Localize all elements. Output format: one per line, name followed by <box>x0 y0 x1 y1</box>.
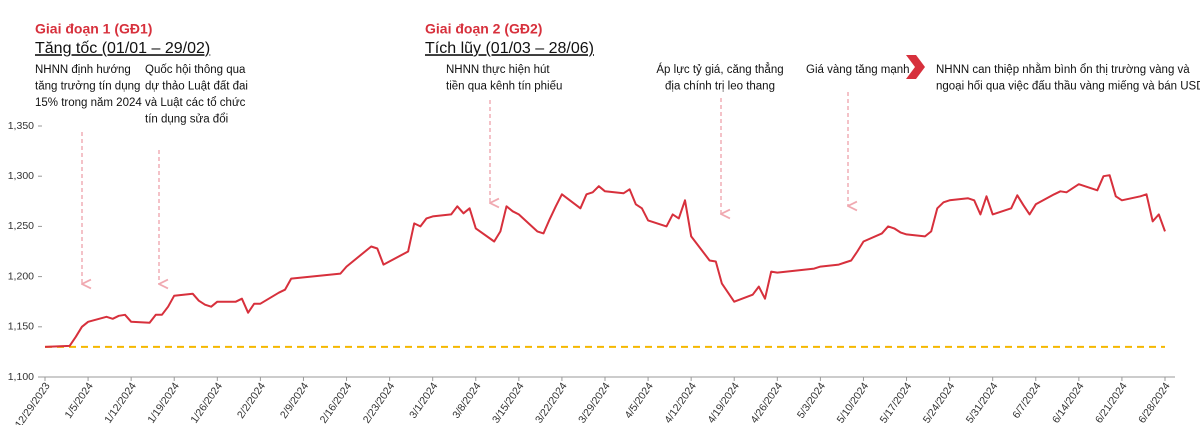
phase-title: Giai đoạn 2 (GĐ2) <box>425 21 542 37</box>
annotation-line: dự thảo Luật đất đai <box>145 81 248 93</box>
y-tick-label: 1,250 <box>8 220 34 232</box>
annotation-line: Quốc hội thông qua <box>145 64 246 76</box>
x-tick-label: 1/12/2024 <box>102 380 139 425</box>
x-tick-label: 2/2/2024 <box>235 380 268 420</box>
annotation-line: NHNN can thiệp nhằm bình ổn thị trường v… <box>936 63 1190 76</box>
x-tick-label: 4/12/2024 <box>662 380 699 425</box>
x-tick-label: 2/16/2024 <box>318 380 355 425</box>
x-tick-label: 5/31/2024 <box>964 380 1001 425</box>
x-tick-label: 1/19/2024 <box>145 380 182 425</box>
x-tick-label: 2/23/2024 <box>361 380 398 425</box>
x-tick-label: 3/8/2024 <box>450 380 483 420</box>
y-tick-label: 1,100 <box>8 371 34 383</box>
annotation-line: tín dụng sửa đổi <box>145 114 228 126</box>
phase-subtitle: Tăng tốc (01/01 – 29/02) <box>35 40 210 57</box>
annotation-line: 15% trong năm 2024 <box>35 97 142 109</box>
x-tick-label: 5/3/2024 <box>795 380 828 420</box>
annotation-line: địa chính trị leo thang <box>665 81 775 93</box>
y-tick-label: 1,350 <box>8 120 34 132</box>
x-tick-label: 3/22/2024 <box>533 380 570 425</box>
annotation-line: Áp lực tỷ giá, căng thẳng <box>656 63 783 76</box>
annotation-line: tăng trưởng tín dụng <box>35 81 140 93</box>
x-tick-label: 5/10/2024 <box>835 380 872 425</box>
x-tick-label: 1/5/2024 <box>63 380 96 420</box>
x-tick-label: 5/24/2024 <box>921 380 958 425</box>
x-tick-label: 4/19/2024 <box>705 380 742 425</box>
x-tick-label: 6/28/2024 <box>1136 380 1173 425</box>
x-tick-label: 1/26/2024 <box>188 380 225 425</box>
x-tick-label: 4/26/2024 <box>748 380 785 425</box>
x-tick-label: 4/5/2024 <box>623 380 656 420</box>
annotation-arrows <box>82 55 925 284</box>
annotation-line: và Luật các tổ chức <box>145 97 246 109</box>
phase-title: Giai đoạn 1 (GĐ1) <box>35 21 152 37</box>
y-tick-label: 1,200 <box>8 270 34 282</box>
x-tick-label: 6/14/2024 <box>1050 380 1087 425</box>
annotation-line: tiền qua kênh tín phiếu <box>446 81 562 93</box>
y-tick-label: 1,150 <box>8 321 34 333</box>
x-tick-label: 6/21/2024 <box>1093 380 1130 425</box>
annotation-line: ngoại hối qua việc đấu thầu vàng miếng v… <box>936 81 1200 93</box>
chevron <box>906 55 925 79</box>
x-tick-label: 12/29/2023 <box>13 380 53 425</box>
annotation-line: Giá vàng tăng mạnh <box>806 64 910 76</box>
annotation-line: NHNN thực hiện hút <box>446 64 550 76</box>
annotation-line: NHNN định hướng <box>35 64 131 76</box>
x-tick-label: 3/15/2024 <box>490 380 527 425</box>
phase-subtitle: Tích lũy (01/03 – 28/06) <box>425 40 594 57</box>
x-tick-label: 5/17/2024 <box>878 380 915 425</box>
data-line <box>44 174 1166 348</box>
x-tick-label: 2/9/2024 <box>278 380 311 420</box>
x-tick-label: 3/1/2024 <box>407 380 440 420</box>
x-tick-label: 6/7/2024 <box>1010 380 1043 420</box>
x-tick-label: 3/29/2024 <box>576 380 613 425</box>
y-tick-label: 1,300 <box>8 170 34 182</box>
